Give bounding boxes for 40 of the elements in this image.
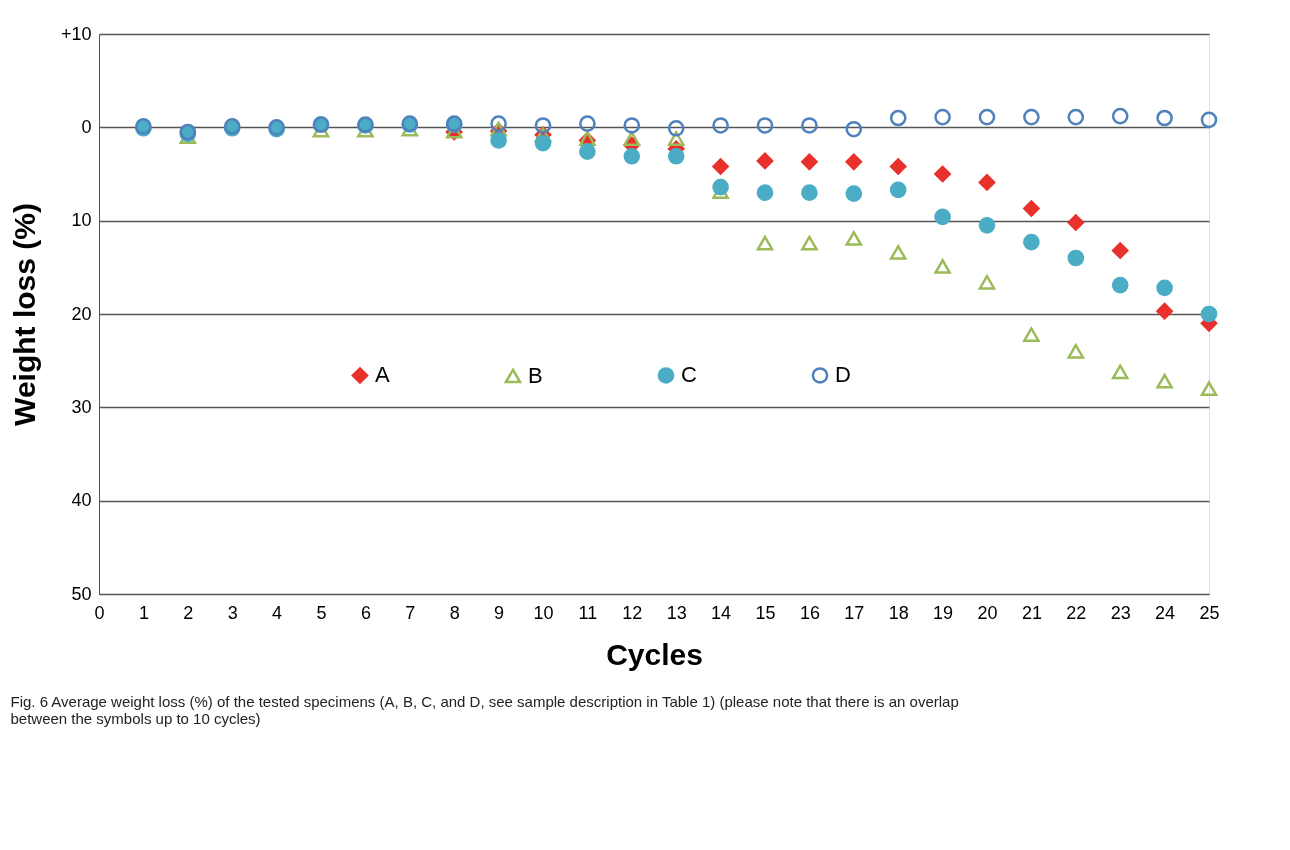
- y-tick-label: 10: [71, 210, 92, 231]
- x-tick-label: 8: [449, 602, 460, 623]
- legend-label: C: [681, 362, 697, 388]
- y-tick-label: +10: [60, 23, 92, 44]
- x-tick-label: 23: [1110, 602, 1131, 623]
- x-tick-label: 15: [755, 602, 776, 623]
- x-tick-label: 11: [578, 602, 598, 623]
- x-tick-label: 12: [622, 602, 643, 623]
- x-tick-label: 21: [1021, 602, 1042, 623]
- x-tick-label: 7: [405, 602, 416, 623]
- y-axis-title: Weight loss (%): [7, 203, 41, 426]
- y-tick-label: 0: [81, 116, 92, 137]
- legend-label: D: [835, 362, 851, 388]
- x-tick-label: 13: [666, 602, 687, 623]
- x-tick-label: 22: [1066, 602, 1087, 623]
- x-tick-label: 16: [799, 602, 820, 623]
- legend-label: B: [528, 362, 543, 388]
- y-tick-label: 20: [71, 303, 92, 324]
- x-tick-label: 20: [977, 602, 998, 623]
- x-tick-label: 6: [360, 602, 371, 623]
- x-tick-label: 3: [227, 602, 238, 623]
- x-tick-label: 10: [533, 602, 554, 623]
- x-tick-label: 17: [844, 602, 865, 623]
- x-tick-label: 1: [138, 602, 149, 623]
- y-tick-label: 30: [71, 396, 92, 417]
- x-tick-label: 9: [494, 602, 505, 623]
- x-tick-label: 4: [272, 602, 283, 623]
- x-tick-label: 24: [1155, 602, 1176, 623]
- x-tick-label: 14: [711, 602, 732, 623]
- y-tick-label: 40: [71, 490, 92, 511]
- x-tick-label: 25: [1199, 602, 1220, 623]
- x-tick-label: 2: [183, 602, 194, 623]
- x-tick-label: 5: [316, 602, 327, 623]
- x-tick-label: 0: [94, 602, 105, 623]
- x-axis-title: Cycles: [606, 637, 703, 671]
- y-tick-label: 50: [71, 583, 92, 604]
- legend-label: A: [375, 362, 390, 388]
- caption: Fig. 6 Average weight loss (%) of the tested specimens (A, B, C, and D, see sample description in Table 1) (please note that there is an overlap between the symbols up to 10 cycles): [10, 693, 959, 727]
- x-tick-label: 19: [933, 602, 954, 623]
- x-tick-label: 18: [888, 602, 909, 623]
